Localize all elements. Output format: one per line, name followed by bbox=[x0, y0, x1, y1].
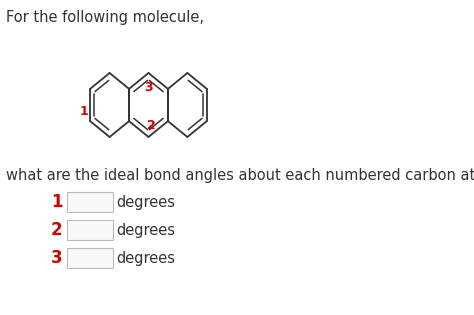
Text: 3: 3 bbox=[51, 249, 62, 267]
Text: what are the ideal bond angles about each numbered carbon atom?: what are the ideal bond angles about eac… bbox=[6, 168, 474, 183]
Text: 1: 1 bbox=[51, 193, 62, 211]
FancyBboxPatch shape bbox=[67, 192, 113, 212]
Text: degrees: degrees bbox=[117, 194, 176, 209]
Text: 2: 2 bbox=[147, 119, 156, 132]
Text: 1: 1 bbox=[79, 105, 88, 118]
FancyBboxPatch shape bbox=[67, 220, 113, 240]
Text: degrees: degrees bbox=[117, 222, 176, 238]
FancyBboxPatch shape bbox=[67, 248, 113, 268]
Text: 2: 2 bbox=[51, 221, 62, 239]
Text: For the following molecule,: For the following molecule, bbox=[6, 10, 204, 25]
Text: 3: 3 bbox=[144, 81, 153, 94]
Text: degrees: degrees bbox=[117, 250, 176, 266]
